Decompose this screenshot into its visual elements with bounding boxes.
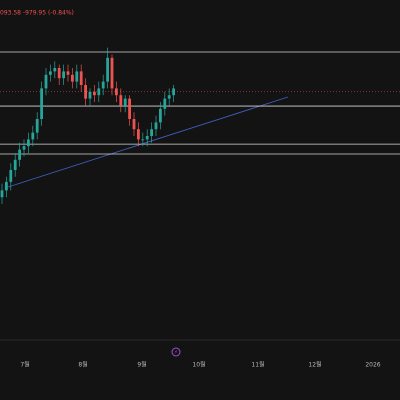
trend-line bbox=[4, 96, 289, 189]
candle-body bbox=[31, 132, 35, 140]
candle-body bbox=[9, 170, 13, 182]
candle-body bbox=[128, 98, 131, 119]
candle-body bbox=[88, 91, 92, 99]
candle-body bbox=[172, 88, 175, 96]
event-icon[interactable] bbox=[171, 347, 181, 357]
candle-body bbox=[93, 91, 96, 96]
candle-body bbox=[22, 146, 26, 150]
candle-body bbox=[35, 119, 39, 133]
candle-body bbox=[163, 98, 167, 109]
x-tick-label: 12월 bbox=[308, 361, 321, 369]
candle-body bbox=[159, 108, 162, 123]
candle-body bbox=[18, 149, 21, 160]
candle-body bbox=[123, 98, 127, 106]
candle-body bbox=[62, 71, 65, 79]
candle-body bbox=[167, 95, 171, 99]
candle-body bbox=[0, 190, 4, 198]
candle-body bbox=[84, 85, 87, 99]
price-header: 093.58 -979.95 (-0.84%) bbox=[0, 10, 74, 17]
candle-body bbox=[27, 139, 30, 147]
candle-body bbox=[5, 181, 8, 191]
candle-body bbox=[154, 122, 158, 130]
x-tick-label: 11월 bbox=[251, 361, 264, 369]
x-tick-label: 8월 bbox=[78, 361, 87, 369]
candle-body bbox=[53, 68, 57, 72]
candle-body bbox=[110, 57, 114, 89]
x-tick-label: 9월 bbox=[137, 361, 146, 369]
candle-body bbox=[145, 136, 149, 140]
candle-body bbox=[101, 81, 105, 89]
candle-body bbox=[137, 129, 140, 140]
candle-body bbox=[79, 71, 83, 85]
candle-body bbox=[115, 88, 118, 96]
candle-body bbox=[40, 88, 43, 119]
candle-body bbox=[75, 71, 79, 82]
candle-body bbox=[97, 88, 101, 96]
x-tick-label: 10월 bbox=[192, 361, 205, 369]
candle-body bbox=[106, 57, 109, 82]
candle-body bbox=[141, 139, 145, 141]
x-tick-label: 2026 bbox=[365, 362, 380, 369]
x-tick-label: 7월 bbox=[20, 361, 29, 369]
candle-body bbox=[66, 71, 70, 75]
candle-body bbox=[57, 68, 61, 79]
candle-body bbox=[13, 159, 17, 170]
candle-body bbox=[119, 95, 123, 106]
candle-body bbox=[44, 74, 48, 89]
candle-body bbox=[132, 119, 136, 130]
candle-body bbox=[49, 71, 52, 75]
candle-body bbox=[150, 129, 153, 136]
event-icon-glyph: ⚡ bbox=[174, 350, 178, 356]
candle-body bbox=[71, 74, 74, 82]
